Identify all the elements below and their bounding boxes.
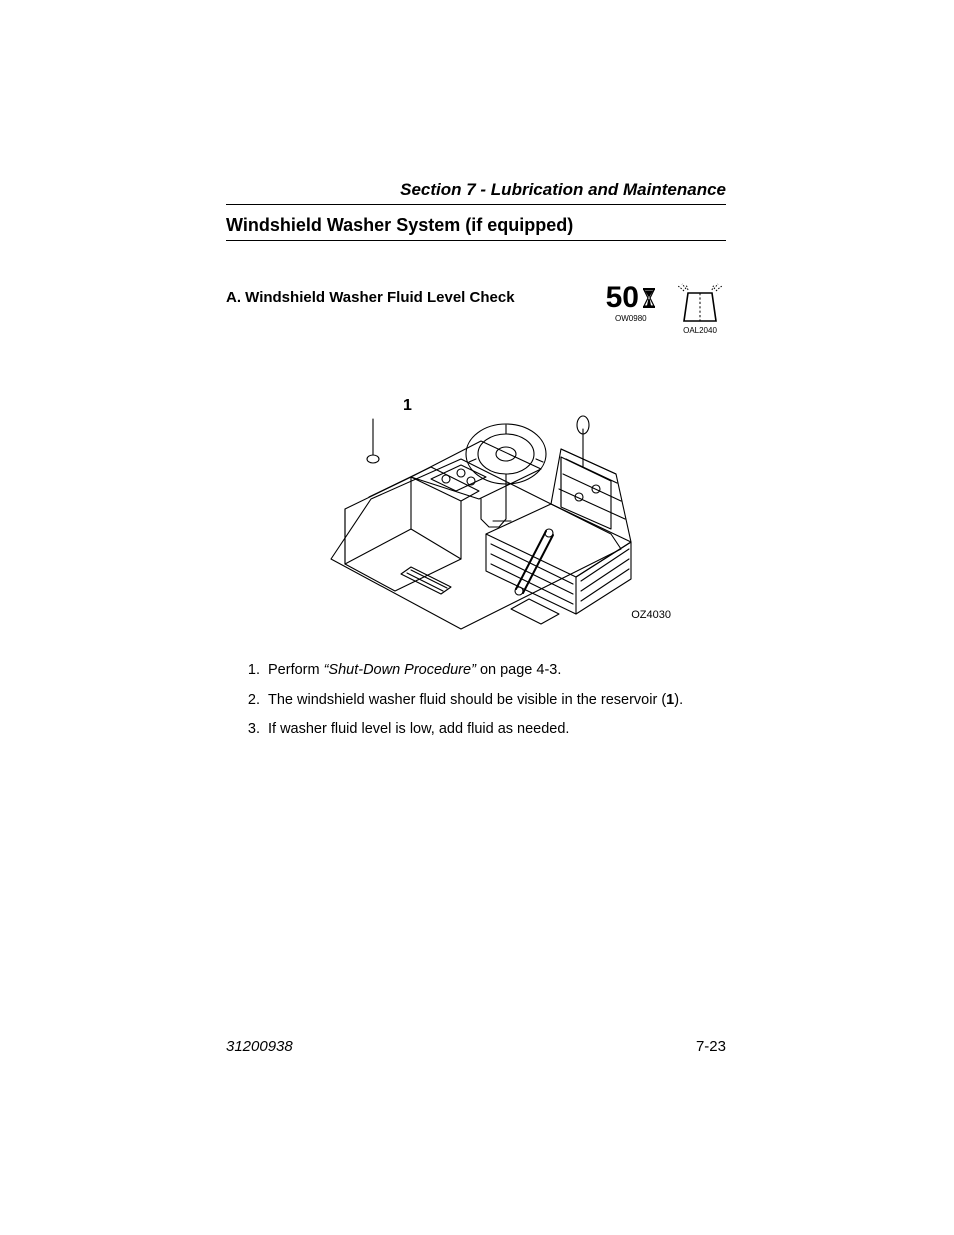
step-1-prefix: Perform xyxy=(268,662,324,678)
procedure-steps: Perform “Shut-Down Procedure” on page 4-… xyxy=(226,661,726,740)
figure-caption: OZ4030 xyxy=(631,609,671,621)
cab-illustration xyxy=(311,359,641,639)
subsection-title: A. Windshield Washer Fluid Level Check xyxy=(226,283,606,306)
hourglass-icon xyxy=(642,287,656,309)
step-2: The windshield washer fluid should be vi… xyxy=(264,691,726,711)
header-rule xyxy=(226,204,726,205)
step-3: If washer fluid level is low, add fluid … xyxy=(264,720,726,740)
interval-badge: 50 OW0980 xyxy=(606,283,656,323)
washer-badge: OAL2040 xyxy=(674,283,726,335)
badge-group: 50 OW0980 xyxy=(606,283,726,335)
figure-wrap: 1 OZ4030 xyxy=(226,359,726,639)
step-3-text: If washer fluid level is low, add fluid … xyxy=(268,721,569,737)
footer-page-number: 7-23 xyxy=(696,1038,726,1055)
page-footer: 31200938 7-23 xyxy=(226,1038,726,1055)
step-2-suffix: ). xyxy=(674,692,683,708)
step-1: Perform “Shut-Down Procedure” on page 4-… xyxy=(264,661,726,681)
page-title: Windshield Washer System (if equipped) xyxy=(226,215,726,236)
content-area: Section 7 - Lubrication and Maintenance … xyxy=(226,180,726,750)
interval-value: 50 xyxy=(606,283,639,313)
section-header: Section 7 - Lubrication and Maintenance xyxy=(226,180,726,200)
washer-icon xyxy=(674,283,726,325)
footer-doc-number: 31200938 xyxy=(226,1038,293,1055)
page: Section 7 - Lubrication and Maintenance … xyxy=(0,0,954,1235)
step-1-reference: “Shut-Down Procedure” xyxy=(324,662,476,678)
interval-caption: OW0980 xyxy=(615,314,647,323)
step-1-suffix: on page 4-3. xyxy=(476,662,561,678)
washer-caption: OAL2040 xyxy=(683,326,717,335)
figure-callout-1: 1 xyxy=(403,397,412,415)
step-2-prefix: The windshield washer fluid should be vi… xyxy=(268,692,666,708)
title-rule xyxy=(226,240,726,241)
subtitle-row: A. Windshield Washer Fluid Level Check 5… xyxy=(226,283,726,335)
cab-figure: 1 OZ4030 xyxy=(311,359,641,639)
